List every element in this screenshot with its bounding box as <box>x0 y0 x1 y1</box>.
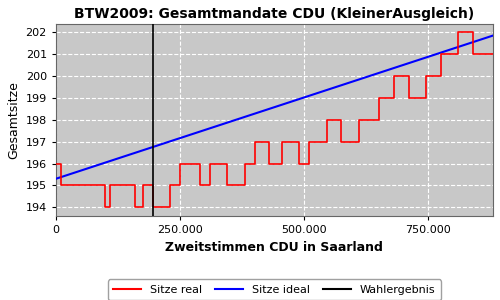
Sitze real <box>53 162 59 165</box>
Sitze real <box>390 96 396 100</box>
Sitze real <box>338 118 344 122</box>
Sitze real <box>324 140 330 143</box>
Sitze real <box>224 162 230 165</box>
Legend: Sitze real, Sitze ideal, Wahlergebnis: Sitze real, Sitze ideal, Wahlergebnis <box>108 279 441 300</box>
X-axis label: Zweitstimmen CDU in Saarland: Zweitstimmen CDU in Saarland <box>166 241 384 254</box>
Sitze real <box>58 162 64 165</box>
Sitze real <box>102 206 108 209</box>
Sitze real <box>296 162 302 165</box>
Title: BTW2009: Gesamtmandate CDU (KleinerAusgleich): BTW2009: Gesamtmandate CDU (KleinerAusgl… <box>74 7 474 21</box>
Sitze real <box>490 52 496 56</box>
Line: Sitze real: Sitze real <box>56 32 493 207</box>
Sitze real <box>456 30 462 34</box>
Y-axis label: Gesamtsitze: Gesamtsitze <box>7 81 20 159</box>
